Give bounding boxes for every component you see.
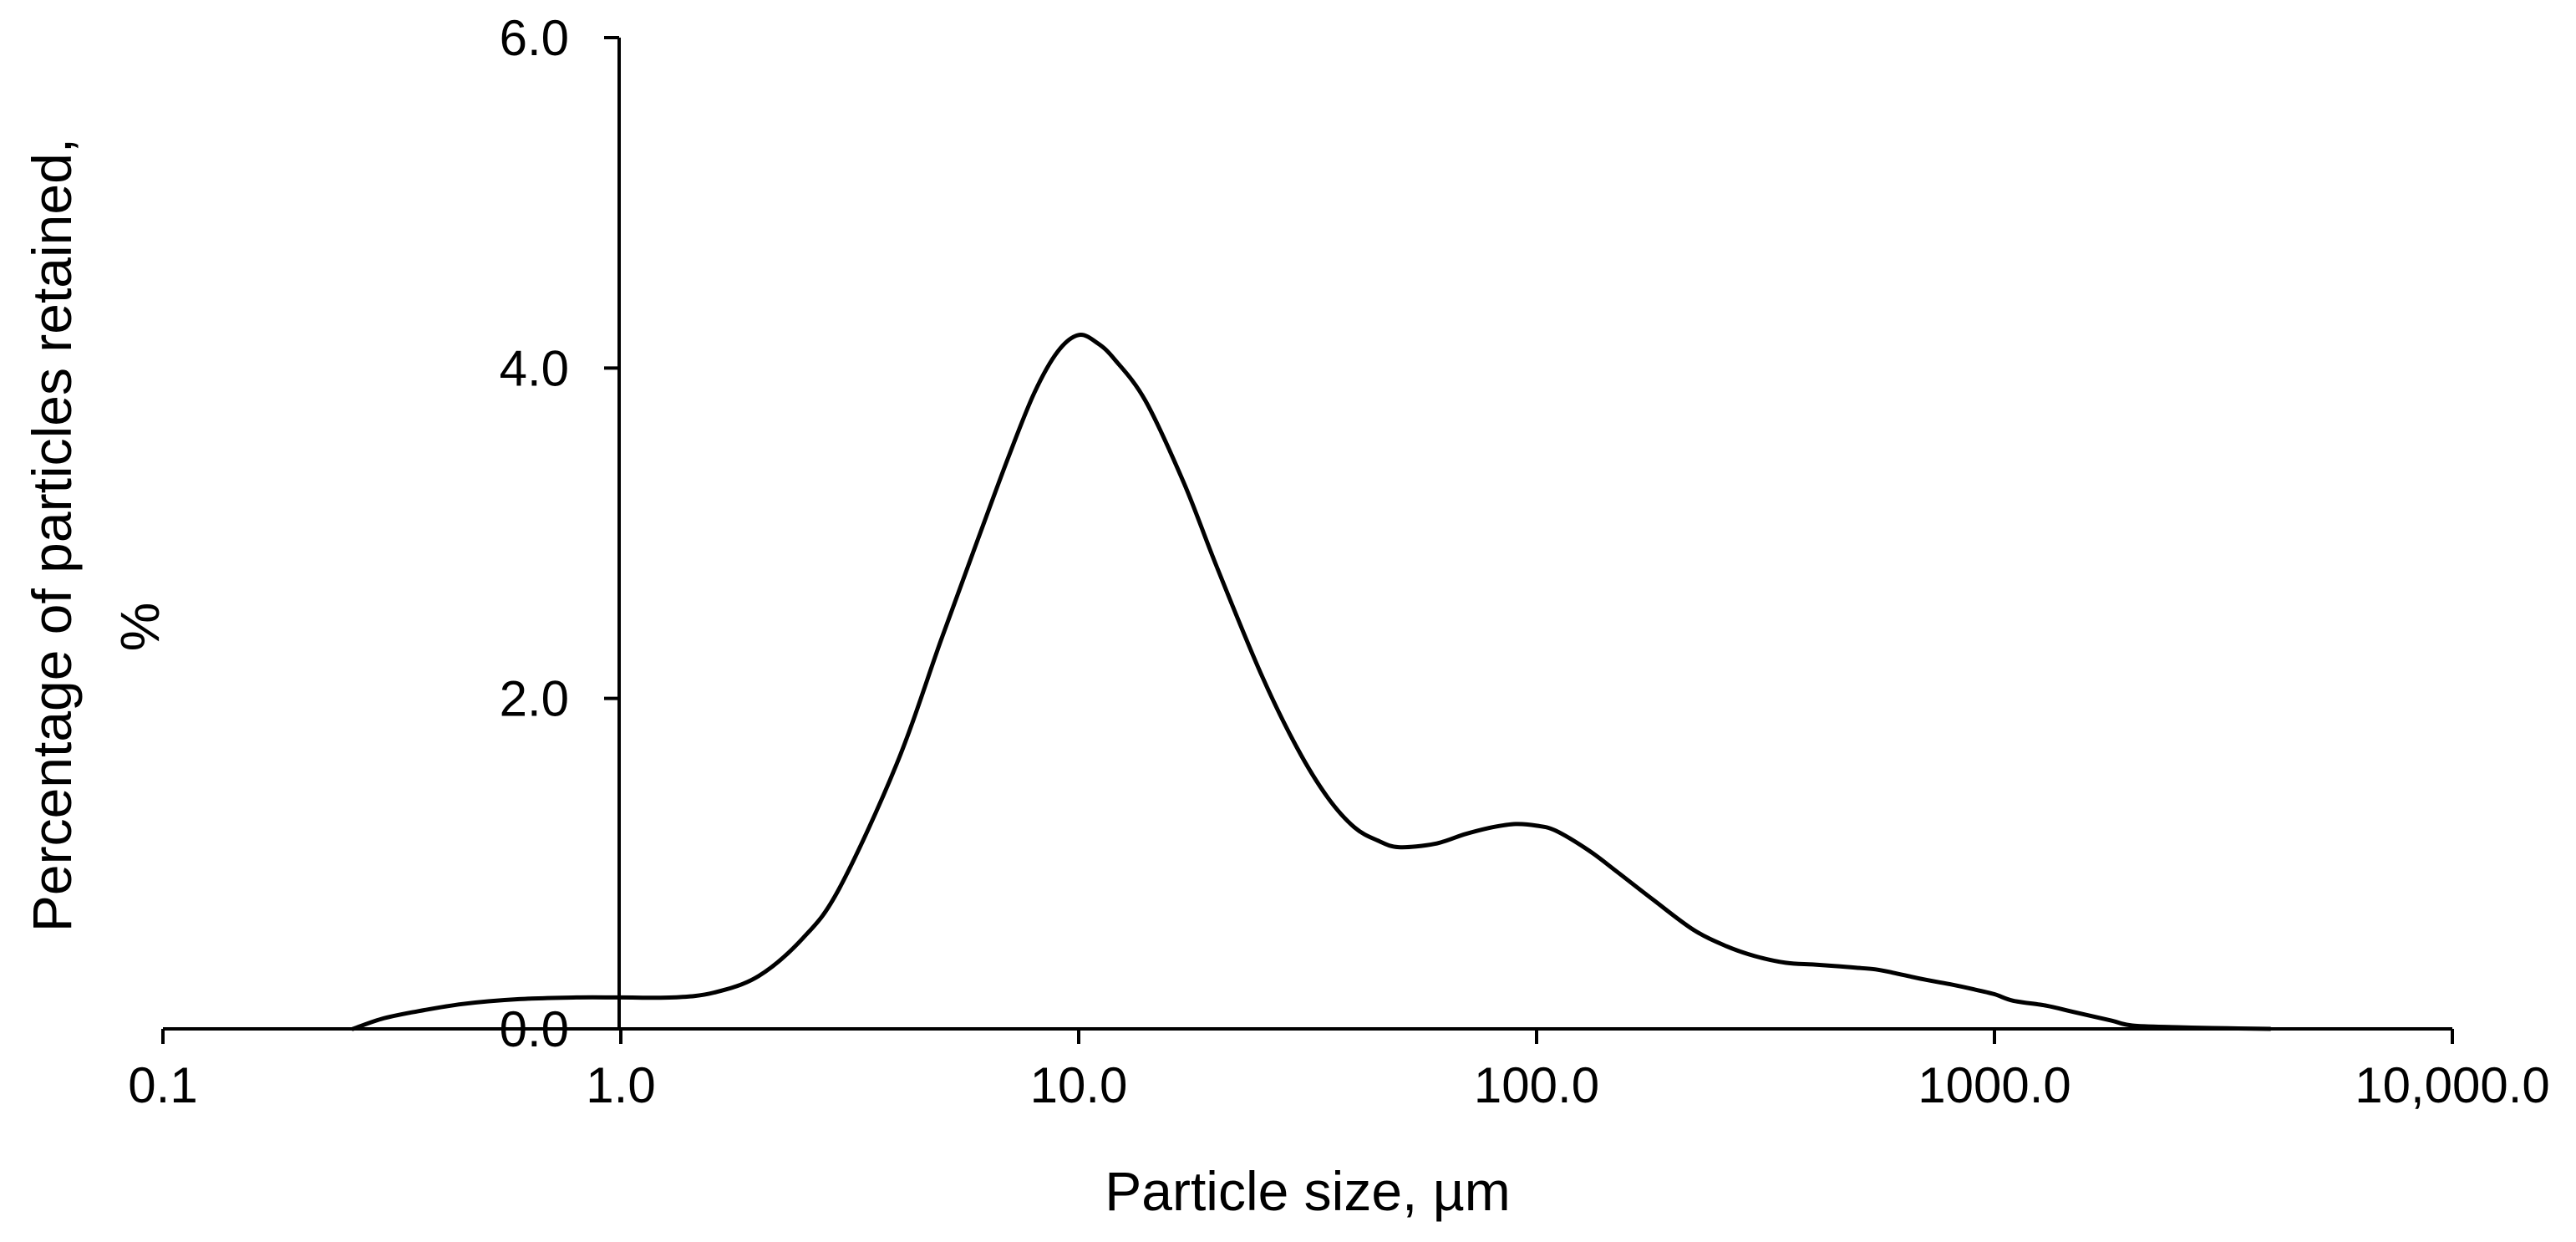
- x-tick-label-10-000-0: 10,000.0: [2355, 1057, 2550, 1113]
- x-tick-label-1-0: 1.0: [586, 1057, 655, 1113]
- x-tick-label-10-0: 10.0: [1030, 1057, 1128, 1113]
- y-tick-label-4-0: 4.0: [500, 340, 569, 396]
- x-tick-label-0-1: 0.1: [128, 1057, 197, 1113]
- series-group: [350, 333, 2273, 1031]
- y-tick-label-6-0: 6.0: [500, 10, 569, 66]
- y-axis-title-line-1: Percentage of particles retained,: [21, 138, 83, 932]
- y-tick-group: 0.0 2.0 4.0 6.0: [500, 10, 619, 1057]
- x-tick-label-1000-0: 1000.0: [1918, 1057, 2071, 1113]
- y-axis-title-line-2: %: [109, 603, 170, 652]
- y-axis-title: Percentage of particles retained, %: [21, 138, 170, 932]
- series-line-0: [350, 333, 2273, 1031]
- x-axis-title: Particle size, µm: [1105, 1160, 1510, 1222]
- x-tick-group: 0.1 1.0 10.0 100.0 1000.0 10,000.0: [128, 1029, 2550, 1113]
- x-tick-label-100-0: 100.0: [1474, 1057, 1599, 1113]
- y-tick-label-0-0: 0.0: [500, 1001, 569, 1057]
- y-tick-label-2-0: 2.0: [500, 671, 569, 727]
